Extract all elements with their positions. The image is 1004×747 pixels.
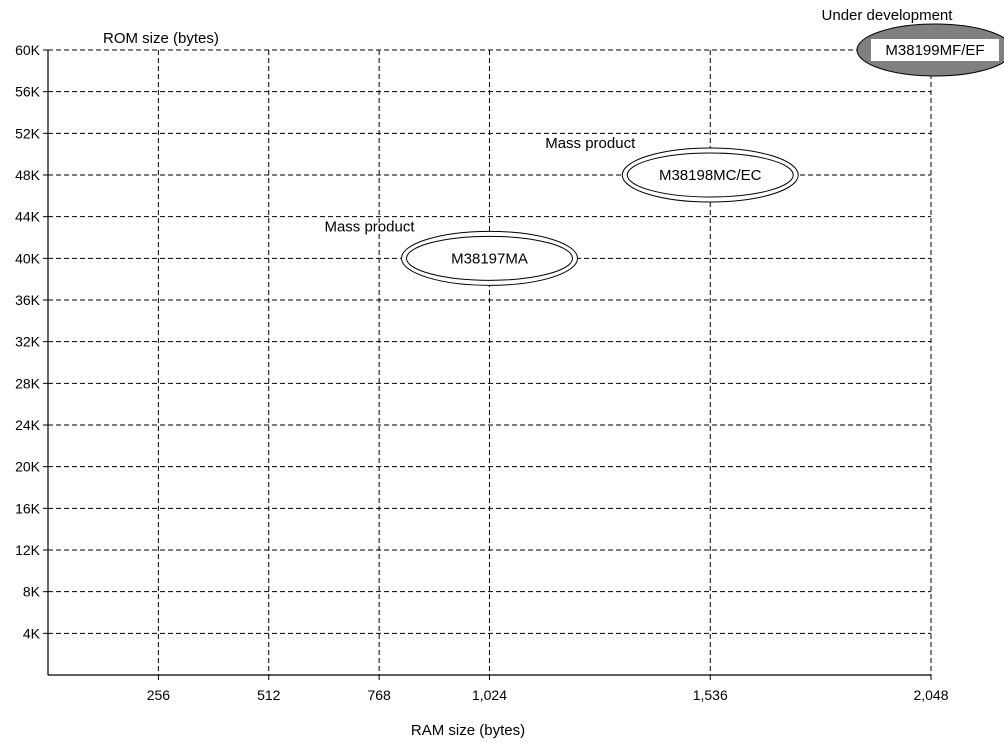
y-tick-label: 32K <box>15 334 41 350</box>
x-tick-label: 768 <box>367 687 391 703</box>
product-name-label: M38197MA <box>451 250 528 267</box>
product-status-label: Mass product <box>545 135 636 152</box>
x-tick-label: 512 <box>257 687 281 703</box>
y-tick-label: 4K <box>23 625 41 641</box>
product-point: M38199MF/EF Under development <box>822 7 1004 77</box>
y-tick-label: 12K <box>15 542 41 558</box>
product-label-background <box>871 39 999 61</box>
y-tick-label: 16K <box>15 500 41 516</box>
x-tick-label: 1,536 <box>693 687 728 703</box>
tick-label-layer: 4K 8K 12K 16K 20K 24K 28K 32K 36K 40K 44K 48K 52K 56K… <box>15 42 949 703</box>
grid-layer <box>43 49 932 680</box>
y-tick-label: 28K <box>15 375 41 391</box>
y-tick-label: 56K <box>15 84 41 100</box>
y-tick-label: 44K <box>15 209 41 225</box>
y-axis-title: ROM size (bytes) <box>103 30 219 47</box>
y-tick-label: 20K <box>15 459 41 475</box>
product-ellipse-inner <box>406 235 573 281</box>
x-axis-title: RAM size (bytes) <box>411 722 525 739</box>
product-point: M38197MA Mass product <box>324 218 578 286</box>
product-ellipse-inner <box>626 152 794 198</box>
y-tick-label: 60K <box>15 42 41 58</box>
x-tick-label: 256 <box>147 687 171 703</box>
y-tick-label: 8K <box>23 584 41 600</box>
product-status-label: Mass product <box>324 218 415 235</box>
x-tick-label: 2,048 <box>913 687 948 703</box>
product-marker-layer: M38197MA Mass product M38198MC/EC Mass prod… <box>324 7 1004 286</box>
product-point: M38198MC/EC Mass product <box>545 135 799 203</box>
y-tick-label: 36K <box>15 292 41 308</box>
axis-layer <box>47 50 931 676</box>
y-tick-label: 24K <box>15 417 41 433</box>
y-tick-label: 52K <box>15 125 41 141</box>
x-tick-label: 1,024 <box>472 687 507 703</box>
product-name-label: M38198MC/EC <box>659 167 762 184</box>
product-name-label: M38199MF/EF <box>885 42 984 59</box>
y-tick-label: 40K <box>15 250 41 266</box>
y-tick-label: 48K <box>15 167 41 183</box>
product-status-label: Under development <box>822 7 954 24</box>
